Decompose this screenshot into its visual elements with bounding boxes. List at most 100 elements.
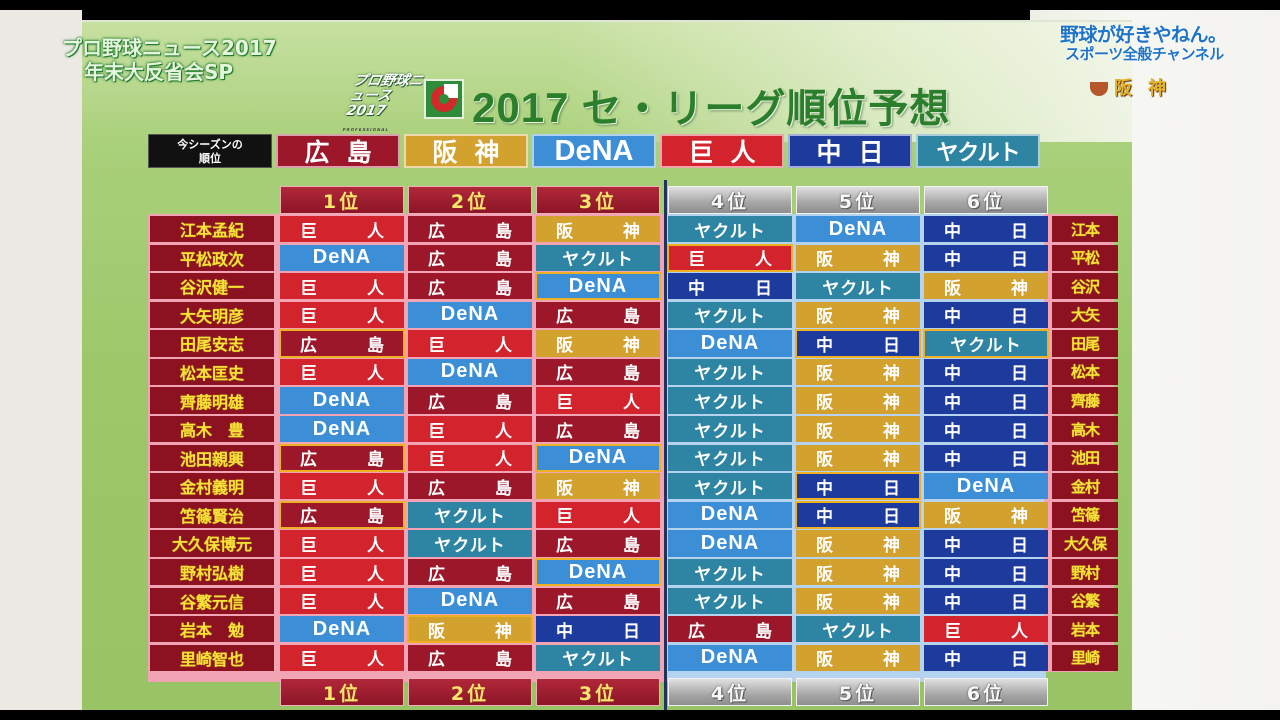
ball-icon [1090,82,1108,96]
studio-background-left [0,10,82,710]
pick-rank-5: 阪神 [796,416,920,443]
commentator-name: 松本匡史 [150,358,274,386]
pick-rank-5: 阪神 [796,358,920,386]
prediction-row: 大久保博元巨人ヤクルト広島 DeNA 阪神中日大久保 [150,530,1118,557]
pick-rank-4: ヤクルト [668,301,792,328]
pick-rank-4: DeNA [668,330,792,357]
pick-rank-2: 広島 [408,644,532,671]
rank-header-top-6: 6位 [924,186,1048,214]
pick-rank-3: ヤクルト [536,244,660,271]
commentator-short-name: 谷繁 [1052,587,1118,614]
pick-rank-5: 阪神 [796,301,920,328]
pick-rank-6: 中日 [924,216,1048,243]
pick-rank-5: 阪神 [796,587,920,614]
pick-rank-5: ヤクルト [796,273,920,300]
pick-rank-3: ヤクルト [536,644,660,671]
pick-rank-2: DeNA [408,358,532,386]
commentator-name: 大久保博元 [150,530,274,557]
commentator-name: 野村弘樹 [150,558,274,586]
pick-rank-3: 中日 [536,616,660,643]
pick-rank-1: DeNA [280,416,404,443]
pick-rank-5: 中日 [795,472,921,501]
commentator-name: 里崎智也 [150,644,274,671]
board-title-year: 2017 [472,84,570,131]
rank-header-top-2: 2位 [408,186,532,214]
commentator-name: 齊藤明雄 [150,387,274,414]
pick-rank-4: 中日 [668,273,792,300]
pick-rank-4: 広島 [668,616,792,643]
board-top-border [82,20,1132,23]
rank-header-bottom-4: 4位 [668,678,792,706]
pick-rank-1: DeNA [280,616,404,643]
pick-rank-1: DeNA [280,244,404,271]
season-team-hanshin: 阪神 [404,134,528,168]
commentator-name: 高木 豊 [150,416,274,443]
pick-rank-5: 阪神 [796,387,920,414]
program-logo-text: プロ野球ニュース2017 [344,73,425,119]
pick-rank-2: 広島 [408,387,532,414]
pick-rank-6: 阪神 [924,501,1048,528]
commentator-name: 大矢明彦 [150,301,274,328]
pick-rank-3: DeNA [535,557,661,587]
pick-rank-3: 阪神 [536,473,660,500]
pick-rank-3: DeNA [535,272,661,301]
pick-rank-2: 広島 [408,273,532,300]
show-title: プロ野球ニュース2017 年末大反省会SP [62,36,277,84]
pick-rank-1: 巨人 [280,558,404,586]
show-title-line2: 年末大反省会SP [84,60,234,84]
pick-rank-1: 巨人 [280,358,404,386]
board-title: 2017 セ・リーグ順位予想 [472,76,950,134]
pick-rank-2: 広島 [408,473,532,500]
pick-rank-6: 中日 [924,416,1048,443]
rank-header-bottom-6: 6位 [924,678,1048,706]
letterbox-top [0,0,1280,10]
prediction-row: 松本匡史巨人 DeNA 広島ヤクルト阪神中日松本 [150,358,1118,386]
pick-rank-6: 中日 [924,530,1048,557]
prediction-row: 笘篠賢治広島ヤクルト巨人 DeNA 中日阪神笘篠 [150,500,1118,529]
prediction-row: 平松政次 DeNA 広島ヤクルト巨人阪神中日平松 [150,243,1118,272]
pick-rank-6: 阪神 [924,273,1048,300]
pick-rank-4: ヤクルト [668,358,792,386]
prediction-row: 齊藤明雄 DeNA 広島巨人ヤクルト阪神中日齊藤 [150,387,1118,414]
pick-rank-4: ヤクルト [668,416,792,443]
channel-watermark-line1: 野球が好きやねん。 [1060,24,1227,46]
pick-rank-3: 広島 [536,416,660,443]
pick-rank-2: 巨人 [408,416,532,443]
prediction-row: 大矢明彦巨人 DeNA 広島ヤクルト阪神中日大矢 [150,301,1118,328]
show-title-line1: プロ野球ニュース2017 [62,36,277,60]
pick-rank-1: 広島 [279,329,405,358]
commentator-short-name: 里崎 [1052,644,1118,671]
pick-rank-5: 阪神 [796,558,920,586]
commentator-name: 江本孟紀 [150,216,274,243]
pick-rank-1: 巨人 [280,644,404,671]
commentator-short-name: 平松 [1052,244,1118,271]
season-team-chunichi: 中日 [788,134,912,168]
rank-header-bottom-2: 2位 [408,678,532,706]
pick-rank-5: 阪神 [796,244,920,271]
channel-watermark-line2: スポーツ全般チャンネル [1065,45,1224,63]
prediction-row: 谷繁元信巨人 DeNA 広島ヤクルト阪神中日谷繁 [150,587,1118,614]
rank-header-top-5: 5位 [796,186,920,214]
commentator-short-name: 谷沢 [1052,273,1118,300]
pick-rank-4: ヤクルト [668,216,792,243]
commentator-short-name: 江本 [1052,216,1118,243]
pick-rank-2: ヤクルト [408,501,532,528]
pick-rank-5: ヤクルト [796,616,920,643]
pick-rank-1: 巨人 [280,301,404,328]
pick-rank-1: 巨人 [280,530,404,557]
commentator-name: 岩本 勉 [150,616,274,643]
season-standings-label: 今シーズンの 順位 [148,134,272,168]
prediction-row: 谷沢健一巨人広島 DeNA 中日ヤクルト阪神谷沢 [150,272,1118,301]
commentator-short-name: 田尾 [1052,330,1118,357]
pick-rank-6: 中日 [924,644,1048,671]
season-team-yakult: ヤクルト [916,134,1040,168]
pick-rank-2: ヤクルト [408,530,532,557]
rank-header-bottom-5: 5位 [796,678,920,706]
commentator-name: 田尾安志 [150,330,274,357]
rank-header-bottom-1: 1位 [280,678,404,706]
pick-rank-3: DeNA [535,443,661,472]
commentator-short-name: 齊藤 [1052,387,1118,414]
season-team-hiroshima: 広島 [276,134,400,168]
commentator-short-name: 岩本 [1052,616,1118,643]
pick-rank-4: ヤクルト [668,558,792,586]
